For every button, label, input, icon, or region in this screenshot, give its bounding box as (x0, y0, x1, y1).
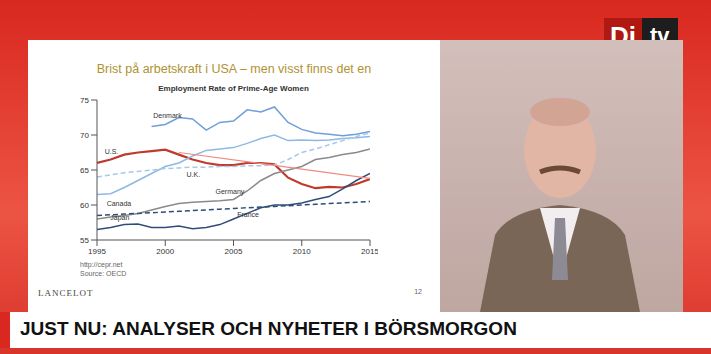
svg-text:Canada: Canada (107, 200, 132, 207)
svg-text:65: 65 (80, 166, 89, 175)
html-text:Di: Di (610, 21, 636, 51)
svg-text:Denmark: Denmark (153, 112, 182, 119)
svg-text:France: France (237, 211, 259, 218)
svg-text:U.K.: U.K. (187, 171, 201, 178)
html-text:JUST NU: ANALYSER OCH NYHETER: JUST NU: ANALYSER OCH NYHETER I BÖRSMORG… (20, 318, 517, 339)
html-text:Source: OECD: Source: OECD (80, 270, 127, 277)
svg-text:Germany: Germany (216, 188, 245, 196)
html-text:Employment Rate of Prime-Age W: Employment Rate of Prime-Age Women (158, 84, 309, 93)
html-text:http://cepr.net: http://cepr.net (80, 261, 123, 268)
html-text:12: 12 (414, 288, 422, 295)
svg-text:U.S.: U.S. (105, 148, 119, 155)
html-text:tv: tv (650, 23, 670, 48)
svg-text:2005: 2005 (225, 247, 243, 256)
html-text:Brist på arbetskraft i USA – m: Brist på arbetskraft i USA – men visst f… (96, 62, 372, 76)
html-text:LANCELOT: LANCELOT (38, 288, 94, 298)
svg-text:70: 70 (80, 131, 89, 140)
svg-text:60: 60 (80, 201, 89, 210)
svg-text:55: 55 (80, 236, 89, 245)
svg-text:Japan: Japan (110, 214, 129, 222)
svg-text:75: 75 (80, 96, 89, 105)
svg-text:2010: 2010 (293, 247, 311, 256)
svg-text:2015: 2015 (361, 247, 378, 256)
svg-text:2000: 2000 (156, 247, 174, 256)
svg-text:1995: 1995 (88, 247, 106, 256)
